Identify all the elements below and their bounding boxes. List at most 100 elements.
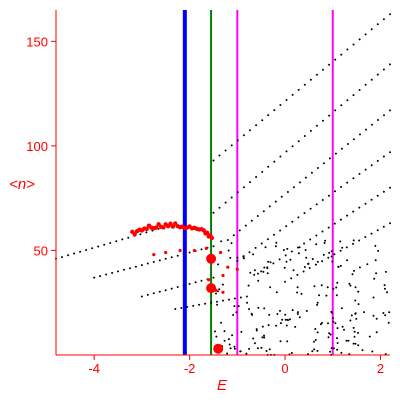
data-point [375, 317, 378, 320]
data-point [228, 298, 230, 301]
axes [55, 10, 390, 356]
data-point [383, 284, 386, 287]
data-point [158, 290, 161, 293]
data-point [111, 271, 114, 274]
data-point [228, 343, 231, 346]
data-point [212, 211, 215, 214]
data-point [220, 240, 223, 243]
data-point [170, 287, 173, 290]
data-point [321, 321, 323, 324]
data-point [376, 73, 379, 76]
data-point [224, 201, 227, 204]
data-point [370, 164, 373, 167]
data-point [279, 322, 282, 325]
data-point [289, 258, 292, 261]
data-point [212, 159, 215, 162]
data-point [216, 303, 219, 306]
data-point [245, 295, 248, 298]
data-point [279, 340, 282, 343]
red-points [130, 221, 239, 354]
data-point [286, 340, 289, 343]
data-point [210, 301, 213, 304]
data-point [329, 350, 332, 353]
data-point [316, 301, 319, 304]
data-point [279, 155, 282, 158]
data-point [263, 307, 266, 310]
data-point [182, 284, 185, 287]
data-point [315, 234, 318, 237]
data-point [296, 311, 299, 314]
data-point [305, 310, 308, 312]
data-point [232, 314, 235, 316]
data-point [152, 292, 155, 295]
data-point [382, 18, 385, 21]
data-point [350, 314, 353, 317]
data-point [236, 256, 239, 259]
data-point [297, 140, 300, 143]
data-point [361, 349, 364, 352]
data-point [327, 322, 329, 325]
data-point [297, 246, 299, 249]
data-point [73, 252, 76, 255]
data-point [235, 311, 238, 314]
red-point [192, 248, 196, 253]
data-point [316, 331, 319, 334]
data-point [239, 350, 242, 353]
data-point [349, 319, 352, 322]
data-point [334, 58, 337, 61]
data-point [127, 236, 130, 239]
data-point [284, 318, 287, 321]
data-point [244, 224, 247, 227]
data-point [291, 93, 294, 96]
red-point [144, 226, 149, 232]
data-point [217, 263, 219, 266]
data-point [158, 259, 161, 262]
data-point [322, 68, 324, 71]
data-point [327, 194, 330, 197]
data-point [278, 258, 281, 261]
data-point [287, 319, 290, 322]
data-point [322, 253, 325, 256]
data-point [246, 301, 249, 304]
data-point [276, 313, 279, 315]
data-point [145, 231, 148, 234]
data-point [146, 293, 149, 296]
data-point [311, 258, 314, 260]
data-point [386, 291, 388, 294]
data-point [329, 333, 332, 336]
data-point [253, 342, 256, 345]
data-point [85, 249, 88, 251]
data-point [332, 287, 335, 290]
data-point [257, 272, 259, 275]
data-point [261, 170, 264, 173]
data-point [279, 229, 282, 232]
data-point [284, 313, 287, 316]
data-point [282, 249, 285, 251]
data-point [275, 291, 278, 294]
data-point [382, 225, 385, 228]
data-point [316, 260, 319, 263]
data-point [307, 262, 310, 265]
red-point [219, 250, 223, 255]
data-point [357, 344, 360, 347]
data-point [353, 269, 355, 272]
data-point [230, 196, 233, 199]
data-point [371, 350, 374, 353]
x-tick-label: 2 [377, 361, 384, 376]
data-point [249, 129, 251, 132]
data-point [318, 294, 321, 297]
data-point [269, 261, 272, 264]
data-point [263, 266, 266, 269]
data-point [249, 271, 252, 274]
data-point [315, 203, 318, 206]
data-point [272, 262, 275, 265]
data-point [334, 190, 336, 193]
data-point [302, 270, 305, 273]
data-point [330, 310, 333, 313]
data-point [296, 291, 299, 294]
data-point [273, 233, 275, 236]
data-point [303, 135, 306, 137]
data-point [357, 290, 360, 293]
data-point [292, 186, 295, 189]
data-point [346, 259, 349, 262]
